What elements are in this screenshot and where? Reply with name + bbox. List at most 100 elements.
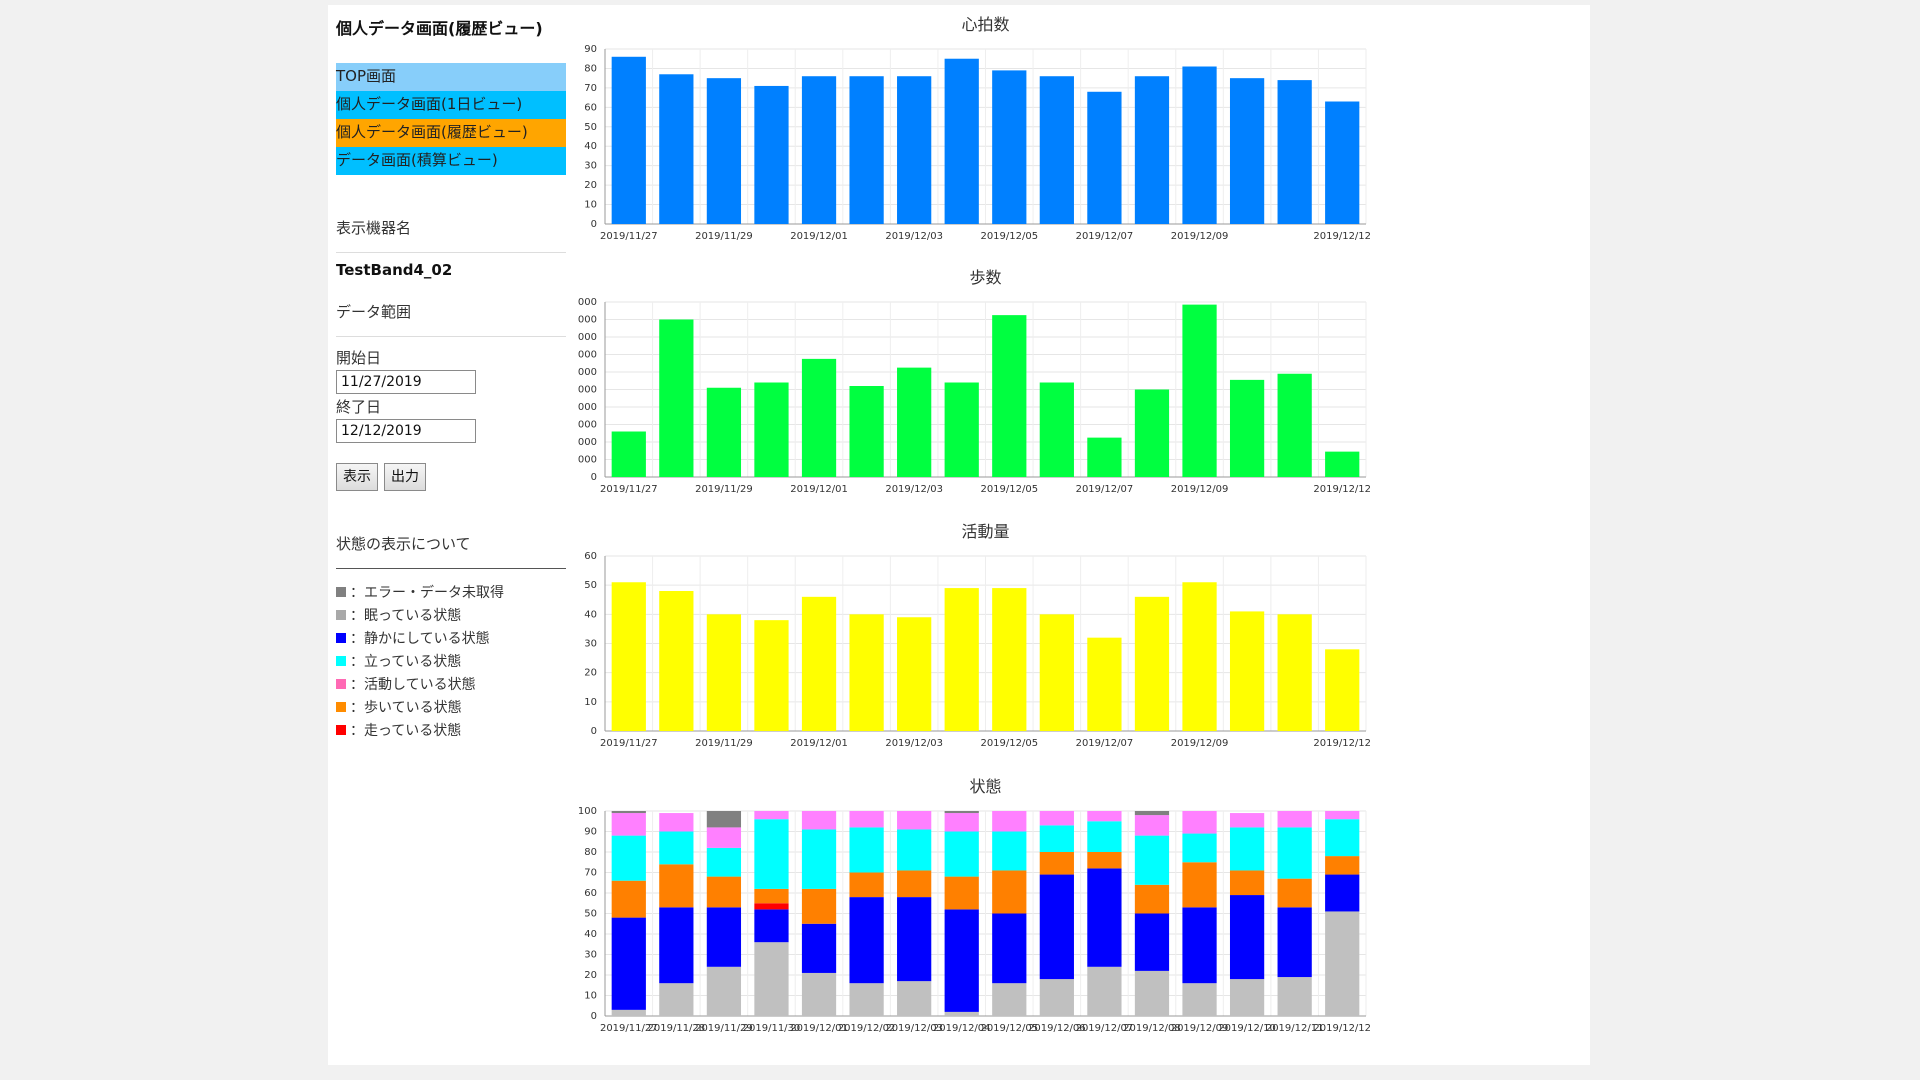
y-tick-label: 0 [591, 219, 597, 230]
nav-item-daily-view[interactable]: 個人データ画面(1日ビュー) [336, 91, 566, 119]
x-tick-label: 2019/12/06 [1028, 1023, 1086, 1034]
stacked-bar-segment [1277, 907, 1312, 978]
stacked-bar-segment [849, 827, 884, 873]
stacked-bar-segment [706, 827, 742, 848]
x-tick-label: 2019/12/09 [1171, 484, 1229, 495]
start-date-input[interactable] [336, 370, 476, 394]
bar [849, 614, 884, 731]
y-tick-label: 10,000 [578, 385, 597, 396]
x-tick-label: 2019/12/12 [1313, 484, 1371, 495]
y-tick-label: 90 [584, 44, 597, 55]
stacked-bar-segment [1087, 852, 1122, 869]
x-tick-label: 2019/12/01 [790, 738, 848, 749]
y-tick-label: 60 [584, 102, 597, 113]
stacked-bar-segment [611, 813, 646, 836]
stacked-bar-segment [1039, 874, 1074, 980]
y-tick-label: 100 [578, 806, 597, 817]
y-tick-label: 14,000 [578, 350, 597, 361]
nav-item-cumulative-view[interactable]: データ画面(積算ビュー) [336, 147, 566, 175]
show-button[interactable]: 表示 [336, 463, 378, 491]
stacked-bar-segment [1039, 811, 1074, 826]
y-tick-label: 40 [584, 609, 597, 620]
end-date-input[interactable] [336, 419, 476, 443]
bar [706, 78, 742, 225]
bar [611, 431, 646, 477]
stacked-bar-segment [944, 876, 979, 910]
x-tick-label: 2019/12/04 [933, 1023, 991, 1034]
legend-item: ：静かにしている状態 [336, 626, 504, 649]
x-tick-label: 2019/11/29 [695, 738, 753, 749]
nav-item-top[interactable]: TOP画面 [336, 63, 566, 91]
end-date-label: 終了日 [336, 398, 382, 416]
stacked-bar-segment [611, 917, 646, 1010]
stacked-bar-segment [992, 870, 1027, 914]
stacked-bar-segment [1039, 825, 1074, 852]
stacked-bar-segment [801, 972, 837, 1016]
stacked-bar-segment [1087, 868, 1122, 967]
legend-label: ：活動している状態 [350, 676, 476, 693]
x-tick-label: 2019/12/03 [885, 231, 943, 242]
y-tick-label: 70 [584, 83, 597, 94]
y-tick-label: 30 [584, 639, 597, 650]
stacked-bar-segment [1325, 819, 1360, 857]
stacked-bar-segment [706, 907, 742, 967]
y-tick-label: 6,000 [578, 420, 597, 431]
x-tick-label: 2019/12/09 [1171, 1023, 1229, 1034]
stacked-bar-segment [1229, 813, 1265, 828]
stacked-bar-segment [1325, 874, 1360, 912]
sidebar: 個人データ画面(履歴ビュー) TOP画面 個人データ画面(1日ビュー) 個人デー… [336, 5, 566, 1065]
bar [944, 58, 979, 224]
stacked-bar-segment [1134, 835, 1170, 885]
y-tick-label: 8,000 [578, 402, 597, 413]
bar [992, 588, 1027, 731]
bar [801, 596, 837, 731]
stacked-bar-segment [944, 1011, 979, 1016]
x-tick-label: 2019/12/02 [838, 1023, 896, 1034]
bar [849, 76, 884, 224]
y-tick-label: 30 [584, 950, 597, 961]
bar [1325, 451, 1360, 477]
x-tick-label: 2019/12/07 [1076, 231, 1134, 242]
bar [659, 319, 694, 477]
legend-label: ：静かにしている状態 [350, 630, 490, 647]
bar [1325, 101, 1360, 224]
bar [992, 70, 1027, 224]
stacked-bar-segment [1229, 895, 1265, 980]
stacked-bar-segment [1134, 884, 1170, 914]
bar [1087, 437, 1122, 477]
x-tick-label: 2019/11/27 [600, 231, 658, 242]
y-tick-label: 20 [584, 668, 597, 679]
x-tick-label: 2019/11/30 [743, 1023, 801, 1034]
x-tick-label: 2019/12/05 [980, 231, 1038, 242]
y-tick-label: 0 [591, 726, 597, 737]
stacked-bar-segment [1182, 983, 1217, 1016]
stacked-bar-segment [706, 966, 742, 1016]
y-tick-label: 10 [584, 200, 597, 211]
bar [1277, 614, 1312, 731]
y-tick-label: 16,000 [578, 332, 597, 343]
x-tick-label: 2019/12/07 [1076, 484, 1134, 495]
page-title: 個人データ画面(履歴ビュー) [336, 19, 543, 38]
legend-title: 状態の表示について [336, 535, 471, 553]
stacked-bar-segment [897, 829, 932, 871]
nav-item-history-view[interactable]: 個人データ画面(履歴ビュー) [336, 119, 566, 147]
y-tick-label: 80 [584, 847, 597, 858]
stacked-bar-segment [1277, 827, 1312, 879]
legend-swatch [336, 701, 346, 712]
y-tick-label: 0 [591, 1011, 597, 1022]
stacked-bar-segment [1277, 811, 1312, 828]
status-legend: ：エラー・データ未取得 ：眠っている状態 ：静かにしている状態 ：立っている状態… [336, 580, 504, 741]
stacked-bar-segment [754, 819, 789, 889]
y-tick-label: 10 [584, 697, 597, 708]
stacked-bar-segment [897, 811, 932, 830]
export-button[interactable]: 出力 [384, 463, 426, 491]
bar [1182, 304, 1217, 477]
device-name: TestBand4_02 [336, 261, 453, 279]
x-tick-label: 2019/12/07 [1076, 1023, 1134, 1034]
legend-item: ：活動している状態 [336, 672, 504, 695]
stacked-bar-segment [849, 897, 884, 984]
y-tick-label: 2,000 [578, 455, 597, 466]
bar [754, 85, 789, 224]
stacked-bar-segment [801, 923, 837, 973]
bar [1039, 76, 1074, 224]
